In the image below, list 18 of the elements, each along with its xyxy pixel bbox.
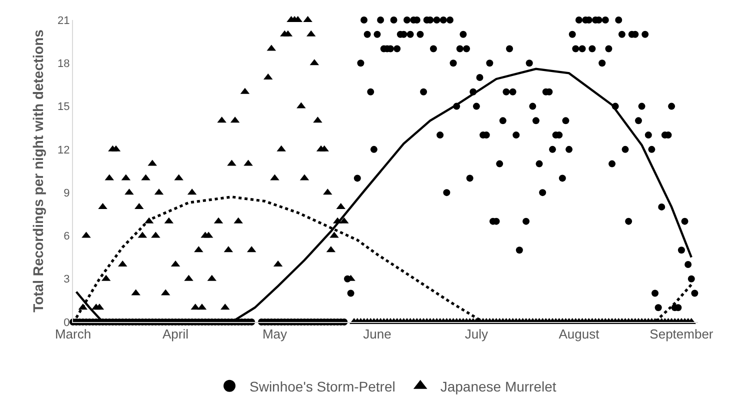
x-tick-label: June: [363, 326, 392, 342]
legend-label: Japanese Murrelet: [440, 378, 556, 394]
x-tick-label: April: [162, 326, 189, 342]
y-tick-label: 12: [58, 144, 70, 156]
x-tick-label: March: [54, 326, 92, 342]
x-tick-label: July: [464, 326, 488, 342]
y-tick-label: 21: [58, 14, 70, 27]
x-tick-label: September: [650, 326, 714, 342]
x-tick-label: August: [558, 326, 600, 342]
y-tick-label: 0: [64, 316, 70, 329]
y-axis-title: Total Recordings per night with detections: [30, 29, 46, 312]
y-tick-label: 9: [64, 187, 70, 200]
legend-label: Swinhoe's Storm-Petrel: [250, 378, 396, 394]
y-tick-label: 6: [64, 230, 70, 243]
x-tick-label: May: [262, 326, 288, 342]
y-tick-label: 15: [58, 101, 70, 114]
y-tick-label: 18: [58, 58, 70, 70]
y-tick-label: 3: [64, 274, 70, 286]
